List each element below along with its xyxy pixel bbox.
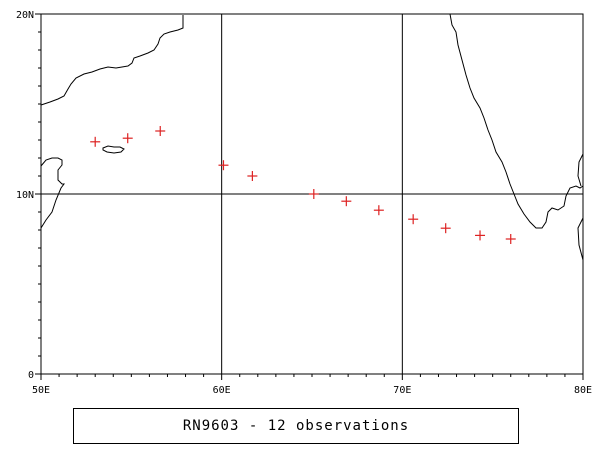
- observation-marker: [122, 133, 133, 144]
- y-tick-label: 0: [28, 370, 34, 381]
- horn-of-africa-coastline: [40, 157, 65, 229]
- axis-ticks: 50E 60E 70E 80E 0 10N 20N: [16, 10, 592, 396]
- observation-marker: [90, 136, 101, 147]
- observation-marker: [505, 234, 516, 244]
- caption-text: RN9603 - 12 observations: [182, 418, 410, 434]
- observation-markers: [90, 126, 516, 244]
- sri-lanka-edge: [577, 153, 584, 261]
- observation-marker: [408, 214, 419, 225]
- coastline: [40, 13, 584, 261]
- caption-box: RN9603 - 12 observations: [73, 408, 519, 444]
- y-tick-label: 20N: [16, 10, 34, 21]
- x-tick-label: 60E: [213, 385, 231, 396]
- observation-marker: [475, 230, 486, 241]
- x-tick-label: 70E: [393, 385, 411, 396]
- india-west-coastline: [449, 13, 584, 229]
- x-tick-label: 50E: [32, 385, 50, 396]
- observation-marker: [373, 205, 384, 216]
- observation-marker: [155, 126, 166, 136]
- arabia-coastline: [40, 15, 184, 106]
- observation-marker: [308, 189, 319, 199]
- observation-marker: [440, 223, 451, 234]
- x-tick-label: 80E: [574, 385, 592, 396]
- observation-marker: [341, 196, 352, 207]
- observation-marker: [218, 160, 229, 171]
- y-tick-label: 10N: [16, 190, 34, 201]
- observation-marker: [247, 171, 258, 181]
- socotra-island: [102, 145, 125, 154]
